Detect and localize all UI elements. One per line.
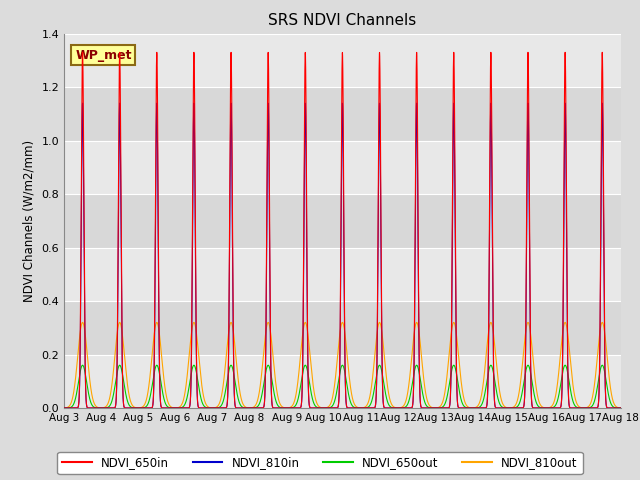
Y-axis label: NDVI Channels (W/m2/mm): NDVI Channels (W/m2/mm)	[23, 140, 36, 302]
Bar	[64, 194, 621, 248]
Bar	[64, 141, 621, 194]
Bar	[64, 301, 621, 355]
Bar	[64, 355, 621, 408]
Legend: NDVI_650in, NDVI_810in, NDVI_650out, NDVI_810out: NDVI_650in, NDVI_810in, NDVI_650out, NDV…	[58, 452, 582, 474]
Title: SRS NDVI Channels: SRS NDVI Channels	[268, 13, 417, 28]
Text: WP_met: WP_met	[75, 48, 132, 61]
Bar	[64, 34, 621, 87]
Bar	[64, 248, 621, 301]
Bar	[64, 87, 621, 141]
